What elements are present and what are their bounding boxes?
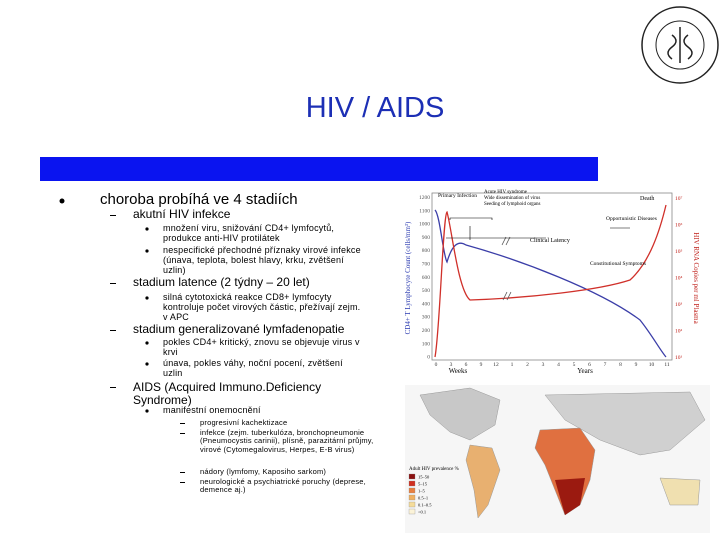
years-tick-label: 11 [664,362,670,368]
stage-detail: silná cytotoxická reakce CD8+ lymfocyty … [163,292,361,322]
left-tick-label: 500 [422,288,431,294]
left-tick-label: 200 [422,328,431,334]
stage: AIDS (Acquired Immuno.Deficiency Syndrom… [133,380,322,408]
stage-detail: nespecifické přechodné příznaky virové i… [163,245,361,275]
left-tick-label: 700 [422,262,431,268]
logo [641,6,719,84]
legend-label: <0.1 [418,510,426,515]
annotation: Death [640,196,654,202]
left-tick-label: 300 [422,315,431,321]
legend-swatch [408,473,416,480]
title-bar [40,157,598,181]
bullet [59,198,65,204]
symptom: progresivní kachektizace [200,418,288,427]
legend-label: 1–5 [418,489,426,494]
legend-swatch [408,487,416,494]
stage-detail: pokles CD4+ kritický, znovu se objevuje … [163,337,360,357]
legend-swatch [408,508,416,515]
left-tick-label: 600 [422,275,431,281]
sub-bullets [110,215,185,483]
logo-inner [655,20,705,70]
years-tick-label: 4 [557,362,560,368]
annotation: Wide dissemination of virus [484,196,540,201]
weeks-label: Weeks [449,367,468,375]
weeks-tick-label: 0 [435,362,438,368]
years-tick-label: 6 [588,362,591,368]
cd4-curve [434,209,667,358]
legend-swatch [408,501,416,508]
weeks-tick-label: 9 [480,362,483,368]
annotation: Clinical Latency [530,238,570,244]
years-tick-label: 10 [649,362,655,368]
weeks-tick-label: 3 [450,362,453,368]
right-tick-label: 10⁶ [675,223,683,229]
legend-label: 0.1–0.5 [418,503,432,508]
symptom: neurologické a psychiatrické poruchy (de… [200,477,366,495]
graph-frame [431,192,673,361]
annotation: Seeding of lymphoid organs [484,202,540,207]
world-map [405,385,710,533]
legend-swatch [408,480,416,487]
right-tick-label: 10⁵ [675,249,683,255]
left-axis-label: CD4+ T Lymphocyte Count (cells/mm³) [404,221,412,334]
years-tick-label: 8 [619,362,622,368]
legend-label: 5–15 [418,482,428,487]
right-tick-label: 10⁴ [675,276,683,282]
years-tick-label: 3 [542,362,545,368]
left-tick-label: 0 [427,355,430,361]
right-axis-label: HIV RNA Copies per ml Plasma [692,232,700,324]
stage-detail: únava, pokles váhy, noční pocení, zvětše… [163,358,343,378]
weeks-tick-label: 12 [493,362,499,368]
stage: stadium latence (2 týdny – 20 let) [133,275,310,289]
right-tick-label: 10² [675,329,683,335]
stage: akutní HIV infekce [133,207,231,221]
left-tick-label: 100 [422,341,431,347]
right-tick-label: 10¹ [675,355,683,361]
stage-detail: manifestní onemocnění [163,405,261,415]
years-tick-label: 1 [511,362,514,368]
annotation: Primary Infection [438,192,477,199]
bullet-text: choroba probíhá ve 4 stadiích [100,191,298,208]
years-tick-label: 2 [526,362,529,368]
legend-swatch [408,494,416,501]
symptom: nádory (lymfomy, Kaposiho sarkom) [200,467,327,476]
left-tick-label: 1200 [419,195,430,201]
annotation: Opportunistic Diseases [606,216,657,222]
hiv-course-graph: CD4+ T Lymphocyte Count (cells/mm³) HIV … [404,190,700,375]
legend-label: 15–50 [418,475,430,480]
virus-curve [434,204,667,358]
right-tick-label: 10⁷ [675,196,683,202]
slide-title: HIV / AIDS [305,92,445,124]
left-tick-label: 1100 [419,208,430,214]
left-tick-label: 800 [422,248,431,254]
years-label: Years [577,367,593,375]
legend-label: 0.5–1 [418,496,428,501]
annotation: Constitutional Symptoms [590,261,646,267]
annotation-lines [446,217,630,240]
symptom: infekce (zejm. tuberkulóza, bronchopneum… [200,428,374,454]
stage: stadium generalizované lymfadenopatie [133,322,345,336]
years-tick-label: 9 [635,362,638,368]
axis-break [501,236,512,301]
legend-title: Adult HIV prevalence % [409,467,459,472]
logo-emblem [667,27,693,63]
left-tick-label: 900 [422,235,431,241]
weeks-tick-label: 6 [465,362,468,368]
years-tick-label: 7 [604,362,607,368]
left-tick-label: 1000 [419,222,430,228]
years-tick-label: 5 [573,362,576,368]
stage-detail: množení viru, snižování CD4+ lymfocytů, … [163,223,335,243]
right-tick-label: 10³ [675,302,683,308]
left-tick-label: 400 [422,301,431,307]
annotation: Acute HIV syndrome [484,190,528,195]
